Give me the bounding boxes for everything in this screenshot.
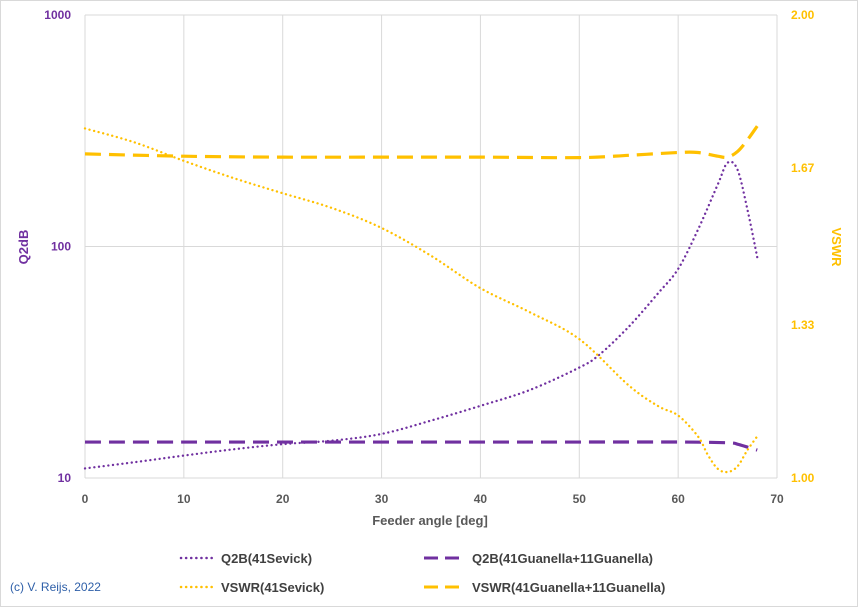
series-vswr-sevick [83, 127, 759, 474]
y-right-tick-label: 2.00 [791, 8, 815, 22]
legend-item-q2b-guanella: Q2B(41Guanella+11Guanella) [424, 551, 653, 566]
y-left-tick-label: 1000 [44, 8, 71, 22]
series-layer [83, 125, 759, 474]
y-right-tick-label: 1.67 [791, 161, 815, 175]
y-left-tick-label: 100 [51, 240, 71, 254]
x-tick-label: 10 [177, 492, 191, 506]
legend: Q2B(41Sevick) Q2B(41Guanella+11Guanella)… [179, 551, 665, 595]
legend-item-q2b-sevick: Q2B(41Sevick) [179, 551, 312, 566]
x-tick-label: 20 [276, 492, 290, 506]
legend-label-q2b-guanella: Q2B(41Guanella+11Guanella) [472, 551, 653, 566]
y-right-tick-label: 1.33 [791, 318, 815, 332]
legend-item-vswr-guanella: VSWR(41Guanella+11Guanella) [424, 580, 665, 595]
legend-label-vswr-sevick: VSWR(41Sevick) [221, 580, 324, 595]
x-tick-label: 60 [671, 492, 685, 506]
x-axis-title: Feeder angle [deg] [372, 513, 488, 528]
x-tick-label: 0 [82, 492, 89, 506]
gridlines [84, 14, 778, 479]
legend-item-vswr-sevick: VSWR(41Sevick) [179, 580, 324, 595]
series-vswr-guanella [84, 125, 759, 160]
x-tick-label: 70 [770, 492, 784, 506]
x-tick-label: 40 [474, 492, 488, 506]
x-tick-label: 50 [573, 492, 587, 506]
legend-label-q2b-sevick: Q2B(41Sevick) [221, 551, 312, 566]
series-q2b-guanella [84, 440, 758, 452]
y-left-axis-title: Q2dB [16, 230, 31, 265]
legend-label-vswr-guanella: VSWR(41Guanella+11Guanella) [472, 580, 665, 595]
y-left-tick-label: 10 [58, 471, 72, 485]
series-q2b-sevick [83, 160, 759, 470]
copyright-credit: (c) V. Reijs, 2022 [10, 580, 101, 594]
x-tick-label: 30 [375, 492, 389, 506]
y-right-tick-label: 1.00 [791, 471, 815, 485]
y-right-axis-title: VSWR [829, 228, 844, 268]
tick-labels: 0 10 20 30 40 50 60 70 10 100 1000 1.00 1.33 1.67 2.00 [44, 8, 814, 506]
